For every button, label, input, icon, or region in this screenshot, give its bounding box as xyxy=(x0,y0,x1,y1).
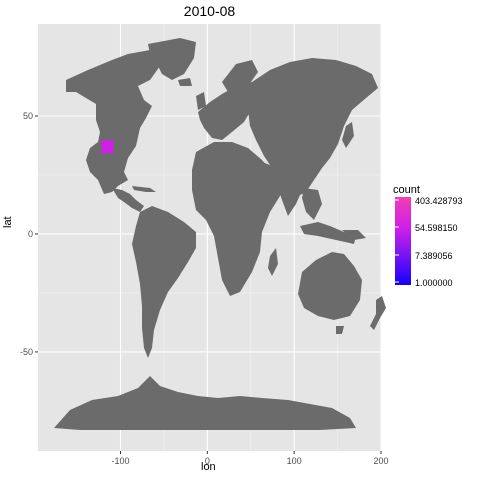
iceland xyxy=(178,78,192,86)
chart-title: 2010-08 xyxy=(183,3,236,19)
europe xyxy=(198,82,262,140)
new-guinea xyxy=(342,230,366,240)
y-axis-label: lat xyxy=(2,216,14,228)
axis-ticks: -100 0 100 200 -50 0 50 xyxy=(20,111,389,466)
x-tick-label: 200 xyxy=(373,456,388,466)
legend-label-3: 7.389056 xyxy=(415,251,453,261)
data-tiles xyxy=(101,140,114,154)
madagascar xyxy=(268,248,278,276)
new-zealand xyxy=(370,296,386,330)
greenland xyxy=(148,38,196,80)
y-tick-label: -50 xyxy=(20,347,33,357)
y-tick-label: 50 xyxy=(23,111,33,121)
x-tick-label: 0 xyxy=(205,456,210,466)
scandinavia xyxy=(222,60,258,94)
central-america xyxy=(112,188,144,212)
data-tile xyxy=(101,140,114,154)
tasmania xyxy=(336,326,344,334)
north-america xyxy=(66,44,195,194)
southeast-asia xyxy=(302,188,322,220)
land xyxy=(54,38,386,430)
x-axis-label: lon xyxy=(201,461,216,473)
x-tick-label: 100 xyxy=(287,456,302,466)
legend-label-min: 1.000000 xyxy=(415,278,453,288)
caribbean xyxy=(132,186,156,192)
australia xyxy=(298,252,362,320)
legend-title: count xyxy=(393,184,420,196)
y-tick-label: 0 xyxy=(28,229,33,239)
south-america xyxy=(132,206,196,358)
x-tick-label: -100 xyxy=(111,456,129,466)
british-isles xyxy=(196,92,206,110)
indonesia xyxy=(300,222,356,244)
india xyxy=(276,168,304,216)
asia xyxy=(248,58,378,196)
legend-colorbar xyxy=(395,197,411,285)
legend-label-max: 403.428793 xyxy=(415,196,463,206)
antarctica xyxy=(54,376,356,430)
legend-label-2: 54.598150 xyxy=(415,223,458,233)
japan xyxy=(342,122,354,148)
